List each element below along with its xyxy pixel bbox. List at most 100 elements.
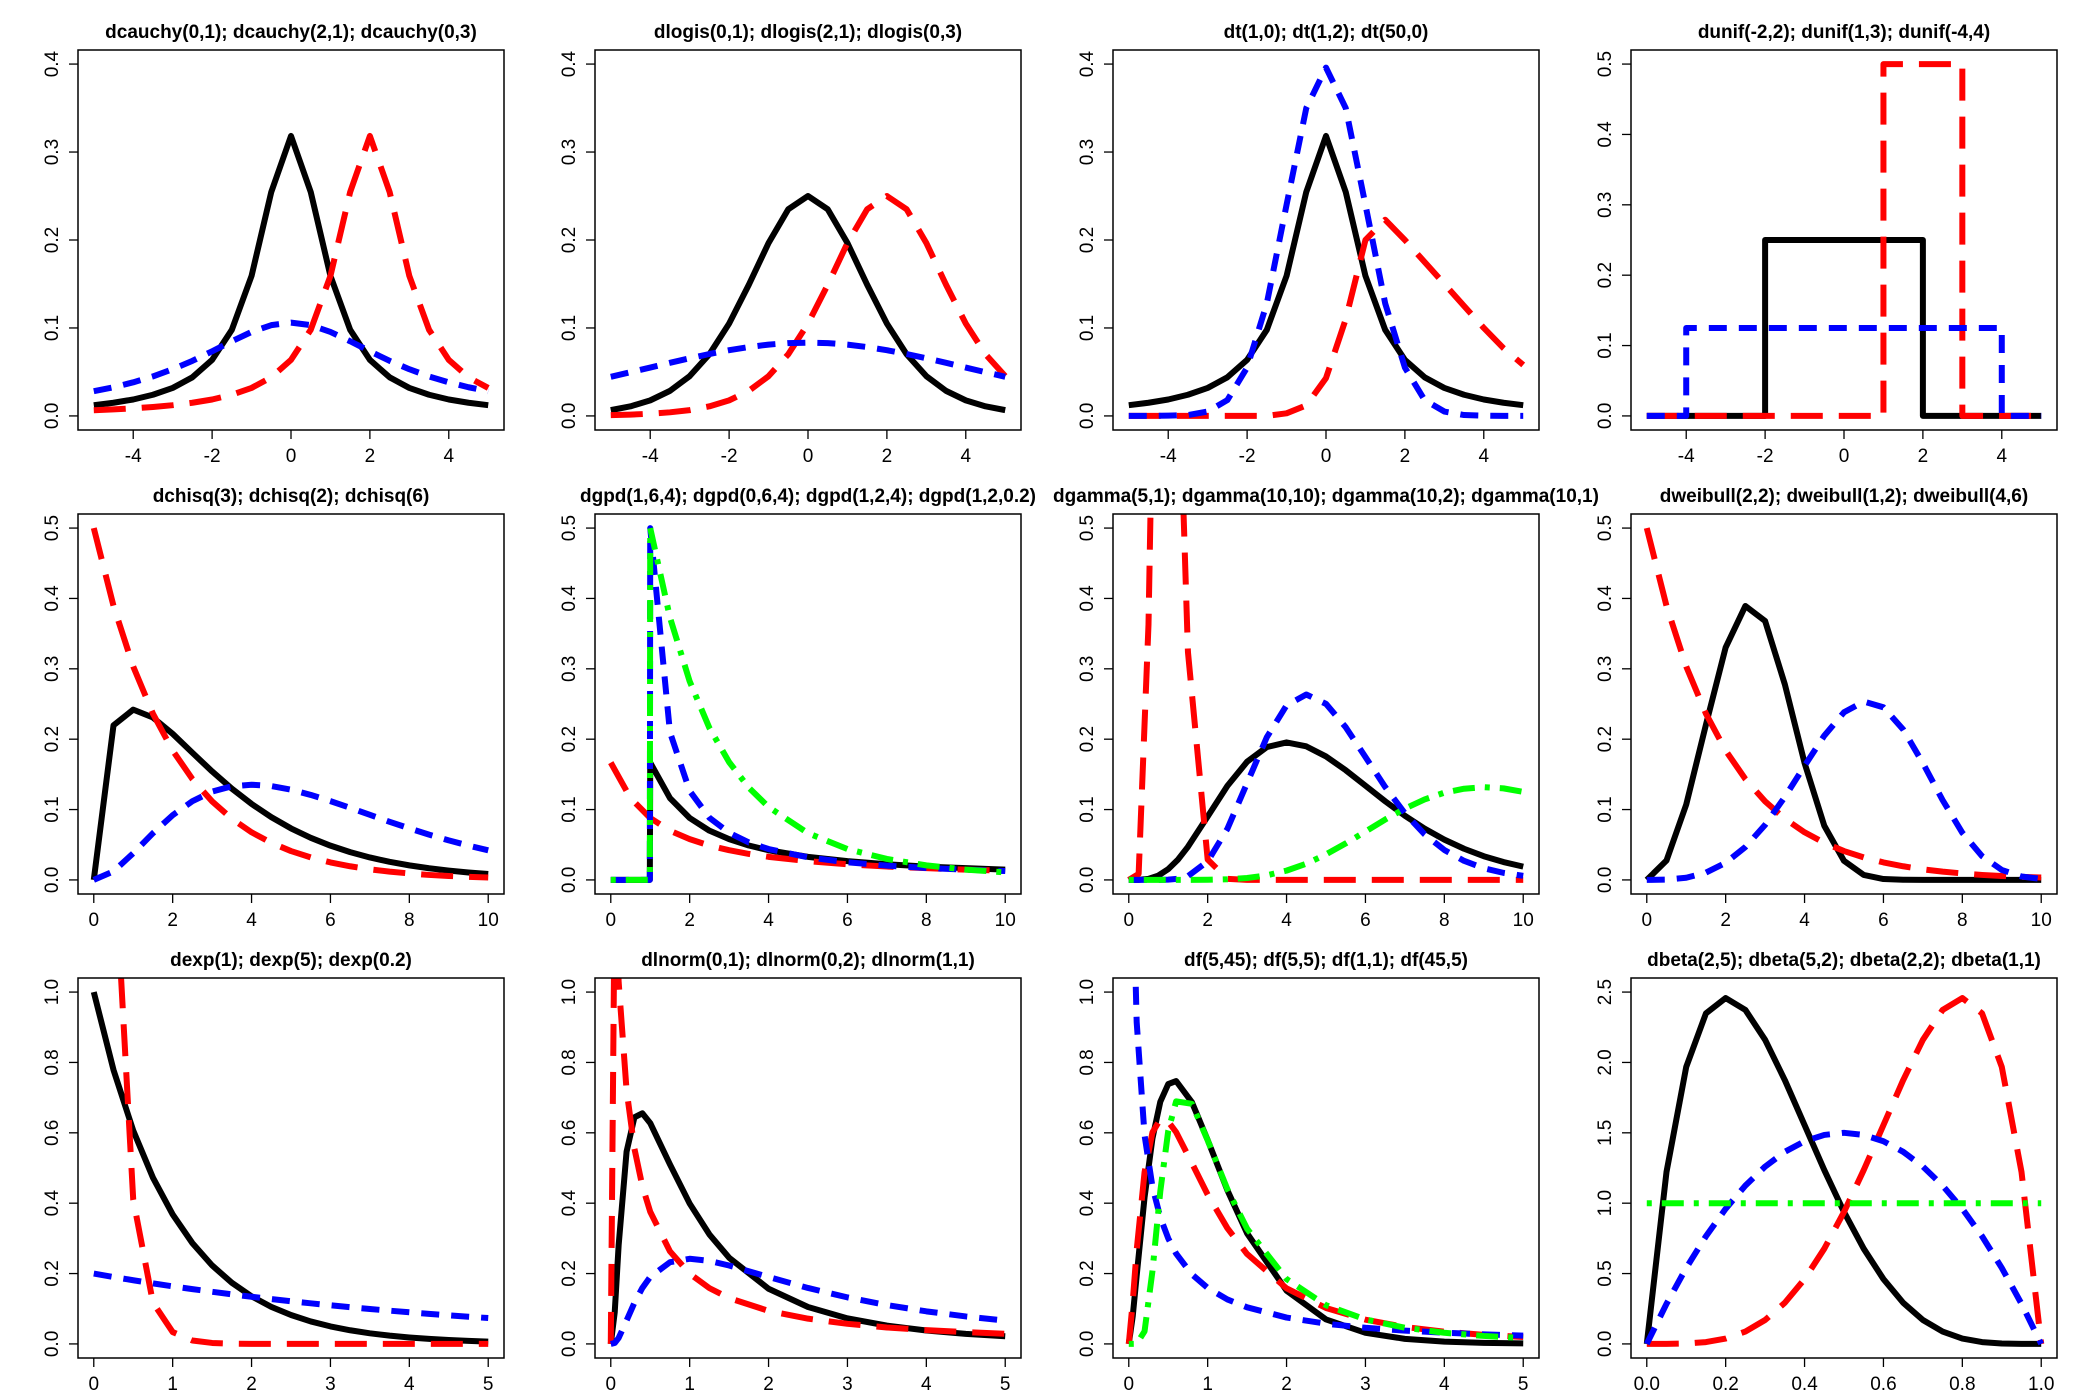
density-line [92,781,489,883]
y-tick-label: 1.5 [1595,1120,1616,1146]
panel: dcauchy(0,1); dcauchy(2,1); dcauchy(0,3)… [42,22,505,467]
x-tick-label: 8 [921,910,932,931]
y-tick-label: 0.2 [559,726,580,752]
y-tick-label: 0.0 [1077,403,1098,429]
y-tick-label: 0.1 [559,315,580,341]
x-tick-label: 2 [1720,910,1731,931]
x-tick-label: 3 [842,1374,853,1395]
density-line [610,339,1006,380]
x-tick-label: -2 [1757,446,1774,467]
y-tick-label: 0.1 [1595,332,1616,358]
plot-frame [1630,977,2058,1359]
x-tick-label: 2 [1918,446,1929,467]
panel-title: dchisq(3); dchisq(2); dchisq(6) [153,486,430,507]
y-tick-label: 0.5 [1595,515,1616,541]
x-tick-label: 0.8 [1949,1374,1975,1395]
x-tick-label: 8 [1439,910,1450,931]
y-tick-label: 0.5 [1595,1260,1616,1286]
x-tick-label: 0 [1123,1374,1134,1395]
x-tick-label: 2 [882,446,893,467]
x-tick-label: 1 [1202,1374,1213,1395]
y-tick-label: 0.4 [559,50,580,77]
x-tick-label: 0 [1839,446,1850,467]
panel-title: dcauchy(0,1); dcauchy(2,1); dcauchy(0,3) [105,22,477,43]
y-tick-label: 0.2 [42,726,63,752]
y-tick-label: 0.0 [42,403,63,429]
plot-frame [1630,513,2058,895]
panel-title: dunif(-2,2); dunif(1,3); dunif(-4,4) [1698,22,1990,43]
density-line [1646,324,2042,419]
x-tick-label: 10 [995,910,1016,931]
y-tick-label: 0.2 [559,227,580,253]
y-tick-label: 0.0 [1595,1331,1616,1357]
y-tick-label: 0.1 [1077,796,1098,822]
density-line [1644,602,2042,883]
x-tick-label: -4 [1160,446,1177,467]
panel-title: dgamma(5,1); dgamma(10,10); dgamma(10,2)… [1053,486,1599,507]
y-tick-label: 1.0 [1077,979,1098,1005]
x-tick-label: 4 [443,446,454,467]
plot-frame [594,49,1022,431]
y-tick-label: 0.3 [1595,192,1616,218]
y-tick-label: 0.0 [559,867,580,893]
density-line [610,193,1006,414]
y-tick-label: 0.8 [559,1049,580,1075]
y-tick-label: 0.0 [42,1331,63,1357]
x-tick-label: 8 [1957,910,1968,931]
density-line [1128,132,1524,409]
y-tick-label: 0.4 [1595,121,1616,148]
y-tick-label: 0.1 [42,796,63,822]
x-tick-label: 0 [286,446,297,467]
x-tick-label: 0 [1641,910,1652,931]
density-line [1646,995,2045,1347]
y-tick-label: 2.0 [1595,1049,1616,1075]
x-tick-label: 0 [1321,446,1332,467]
x-tick-label: 4 [246,910,257,931]
plot-frame [1112,49,1540,431]
x-tick-label: 0 [88,1374,99,1395]
density-line [118,978,489,1347]
panel: dbeta(2,5); dbeta(5,2); dbeta(2,2); dbet… [1595,950,2058,1395]
panel-title: dlnorm(0,1); dlnorm(0,2); dlnorm(1,1) [641,950,975,971]
x-tick-label: 1 [167,1374,178,1395]
y-tick-label: 0.0 [1077,867,1098,893]
x-tick-label: 5 [1000,1374,1011,1395]
y-tick-label: 0.0 [1077,1331,1098,1357]
y-tick-label: 0.2 [42,227,63,253]
y-tick-label: 0.3 [1595,656,1616,682]
plot-frame [594,977,1022,1359]
y-tick-label: 0.3 [42,656,63,682]
x-tick-label: 0.2 [1712,1374,1738,1395]
x-tick-label: 2 [167,910,178,931]
density-line [1128,64,1524,419]
panel: dgpd(1,6,4); dgpd(0,6,4); dgpd(1,2,4); d… [559,486,1036,931]
y-tick-label: 0.2 [1077,227,1098,253]
density-line [90,991,489,1345]
x-tick-label: 2 [1281,1374,1292,1395]
panel: dchisq(3); dchisq(2); dchisq(6) 0 2 4 6 8 10 0.… [42,486,505,931]
density-line [610,525,1006,883]
y-tick-label: 0.4 [42,585,63,612]
x-tick-label: 4 [1439,1374,1450,1395]
plot-frame [77,49,505,431]
y-tick-label: 0.1 [559,796,580,822]
x-tick-label: 4 [1799,910,1810,931]
y-tick-label: 1.0 [42,979,63,1005]
y-tick-label: 0.4 [559,1190,580,1217]
x-tick-label: 6 [325,910,336,931]
density-line [1127,514,1524,883]
density-line [1643,527,2042,881]
density-line [93,132,490,414]
panel-title: df(5,45); df(5,5); df(1,1); df(45,5) [1184,950,1468,971]
y-tick-label: 0.1 [42,315,63,341]
y-tick-label: 0.5 [1077,515,1098,541]
panel: dgamma(5,1); dgamma(10,10); dgamma(10,2)… [1053,486,1599,931]
panel-title: dlogis(0,1); dlogis(2,1); dlogis(0,3) [654,22,962,43]
y-tick-label: 0.0 [1595,403,1616,429]
x-tick-label: 5 [1518,1374,1529,1395]
y-tick-label: 0.5 [42,515,63,541]
x-tick-label: -2 [204,446,221,467]
panel-title: dbeta(2,5); dbeta(5,2); dbeta(2,2); dbet… [1647,950,2041,971]
y-tick-label: 0.5 [1595,51,1616,77]
y-tick-label: 0.2 [42,1260,63,1286]
